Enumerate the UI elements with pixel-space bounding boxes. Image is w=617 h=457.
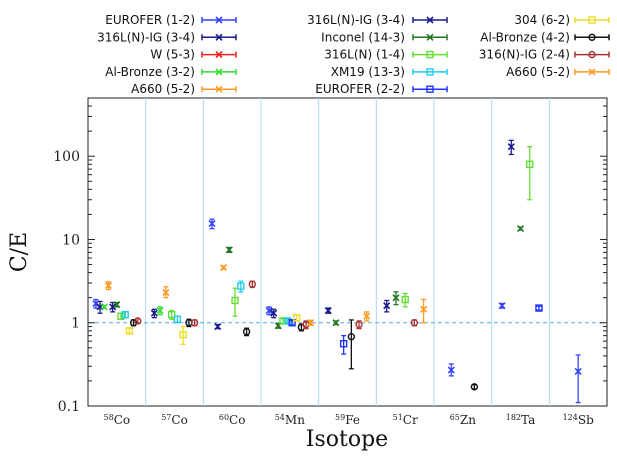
data-point xyxy=(410,319,419,327)
x-tick-label: 51Cr xyxy=(393,413,418,427)
data-point xyxy=(307,319,315,327)
data-point xyxy=(125,327,134,335)
data-point xyxy=(109,303,117,311)
legend-label: XM19 (13-3) xyxy=(331,65,405,79)
legend-label: Al-Bronze (4-2) xyxy=(480,30,570,44)
x-tick-label: 54Mn xyxy=(275,413,305,427)
data-point xyxy=(588,68,596,76)
data-point xyxy=(215,16,223,24)
data-point xyxy=(214,322,222,331)
y-tick-label: 10 xyxy=(62,232,80,248)
data-point xyxy=(129,319,138,327)
x-tick-label: 57Co xyxy=(161,413,188,427)
data-point xyxy=(332,319,340,327)
plot-frame xyxy=(87,97,608,407)
x-tick-label: 65Zn xyxy=(450,413,477,427)
x-tick-label: 60Co xyxy=(219,413,246,427)
x-tick-label: 59Fe xyxy=(335,413,360,427)
data-point xyxy=(179,330,187,339)
data-point xyxy=(324,307,332,315)
data-point xyxy=(426,85,434,93)
legend-label: 316L(N) (1-4) xyxy=(324,48,405,62)
data-point xyxy=(498,302,506,310)
data-point xyxy=(426,50,434,59)
data-point xyxy=(121,310,129,319)
legend-label: Al-Bronze (3-2) xyxy=(105,65,195,79)
data-point xyxy=(470,383,479,391)
data-point xyxy=(190,319,199,327)
data-point xyxy=(215,33,223,41)
data-point xyxy=(167,310,176,319)
data-point xyxy=(215,68,223,76)
data-point xyxy=(507,143,515,151)
data-point xyxy=(588,16,596,24)
data-point xyxy=(426,33,434,41)
data-point xyxy=(293,313,301,322)
legend-label: A660 (5-2) xyxy=(506,65,570,79)
data-point xyxy=(574,367,582,376)
data-point xyxy=(363,312,371,320)
data-point xyxy=(237,282,245,290)
data-point xyxy=(215,51,223,59)
data-point xyxy=(401,295,409,304)
legend-label: 316(N)-IG (2-4) xyxy=(479,48,570,62)
data-point xyxy=(215,85,223,93)
y-tick-label: 1 xyxy=(71,316,80,332)
data-point xyxy=(162,289,170,297)
data-point xyxy=(347,332,356,341)
data-point xyxy=(270,309,278,317)
data-marks xyxy=(92,139,582,404)
legend-label: 316L(N)-IG (3-4) xyxy=(307,13,405,27)
data-point xyxy=(117,312,125,320)
legend-label: W (5-3) xyxy=(150,48,195,62)
data-point xyxy=(231,296,239,305)
data-point xyxy=(392,294,400,302)
data-point xyxy=(355,320,363,329)
data-point xyxy=(279,317,287,325)
legend-label: Inconel (14-3) xyxy=(321,30,405,44)
data-point xyxy=(420,305,428,313)
data-point xyxy=(150,309,158,317)
data-point xyxy=(383,302,391,310)
y-tick-label: 100 xyxy=(53,149,80,165)
data-point xyxy=(156,307,164,315)
data-point xyxy=(426,16,434,24)
data-point xyxy=(225,246,233,254)
data-point xyxy=(516,225,525,233)
data-point xyxy=(588,50,596,59)
x-tick-label: 58Co xyxy=(104,413,131,427)
data-point xyxy=(208,220,216,228)
data-point xyxy=(100,303,108,311)
legend-label: EUROFER (2-2) xyxy=(315,82,405,96)
x-tick-label: 182Ta xyxy=(506,413,536,427)
data-point xyxy=(219,263,228,272)
y-axis: 0.1 1 10 100 xyxy=(53,97,607,415)
x-axis-title: Isotope xyxy=(306,427,388,452)
legend-label: EUROFER (1-2) xyxy=(105,13,195,27)
data-point xyxy=(134,317,142,325)
category-separators xyxy=(88,98,607,406)
data-point xyxy=(173,315,182,323)
data-point xyxy=(242,328,251,336)
data-point xyxy=(113,301,121,309)
legend-label: A660 (5-2) xyxy=(131,82,195,96)
data-point xyxy=(248,280,257,288)
data-point xyxy=(265,307,273,315)
legend: EUROFER (1-2) 316L(N)-IG (3-4) W (5-3) Al-B… xyxy=(97,13,610,96)
data-point xyxy=(447,366,455,374)
data-point xyxy=(288,319,296,327)
data-point xyxy=(526,160,534,168)
x-axis: 58Co 57Co 60Co 54Mn 59Fe 51Cr 65Zn 182Ta 124Sb xyxy=(104,413,595,427)
x-tick-label: 124Sb xyxy=(563,413,595,427)
y-axis-title: C/E xyxy=(7,232,32,272)
data-point xyxy=(426,68,434,76)
data-point xyxy=(339,340,348,348)
data-point xyxy=(104,281,113,290)
legend-label: 304 (6-2) xyxy=(514,13,570,27)
legend-label: 316L(N)-IG (3-4) xyxy=(97,30,195,44)
data-point xyxy=(588,33,596,41)
data-point xyxy=(535,304,543,312)
y-tick-label: 0.1 xyxy=(58,399,80,415)
